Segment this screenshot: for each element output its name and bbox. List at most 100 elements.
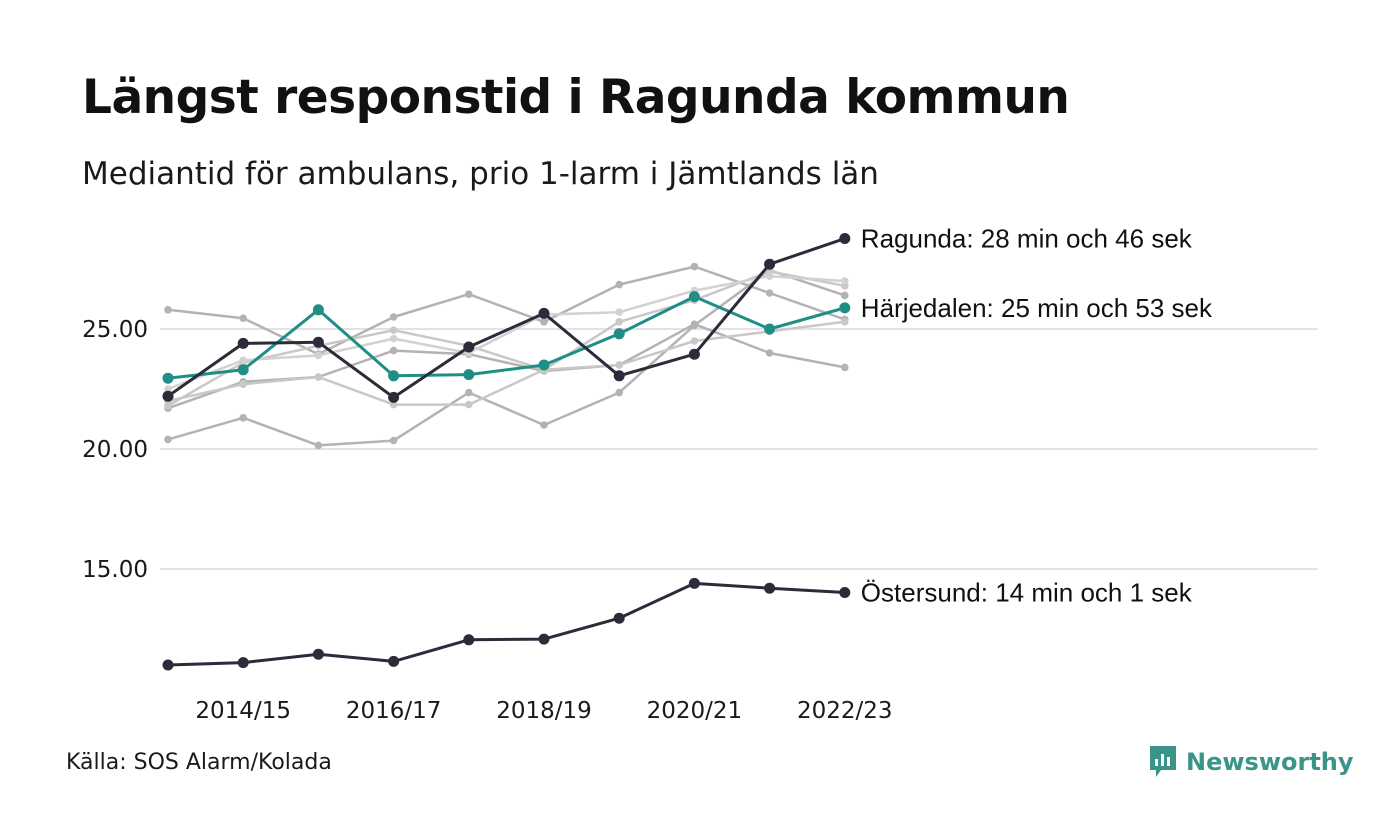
data-point xyxy=(465,400,473,409)
brand-logo[interactable]: Newsworthy xyxy=(1148,744,1354,780)
x-tick-label: 2014/15 xyxy=(195,698,291,724)
chart-subtitle: Mediantid för ambulans, prio 1-larm i Jä… xyxy=(82,156,879,192)
data-point xyxy=(389,334,398,343)
data-point xyxy=(839,233,851,245)
data-point xyxy=(312,336,324,348)
data-point xyxy=(239,356,247,365)
data-point xyxy=(465,388,473,397)
data-point xyxy=(613,370,625,382)
data-point xyxy=(688,577,700,589)
series-line xyxy=(167,237,846,399)
data-point xyxy=(765,272,774,281)
data-point xyxy=(389,313,398,321)
data-point xyxy=(239,314,247,323)
x-tick-label: 2016/17 xyxy=(346,698,442,724)
data-point xyxy=(688,291,700,303)
data-point xyxy=(463,341,475,353)
data-point xyxy=(162,659,174,671)
data-point xyxy=(237,657,249,669)
data-point xyxy=(389,436,398,445)
x-tick-label: 2018/19 xyxy=(496,698,592,724)
data-point xyxy=(690,321,699,330)
chart-title: Längst responstid i Ragunda kommun xyxy=(82,70,1070,125)
data-point xyxy=(690,262,699,271)
series-ragunda xyxy=(162,233,851,403)
data-point xyxy=(312,648,324,660)
data-point xyxy=(540,421,548,429)
y-tick-label: 25.00 xyxy=(82,317,148,343)
x-axis-ticks: 2014/15 2016/17 2018/19 2020/21 2022/23 xyxy=(195,698,892,724)
data-point xyxy=(312,304,324,316)
series-härjedalen xyxy=(162,291,851,384)
data-point xyxy=(162,372,174,384)
data-point xyxy=(615,308,623,317)
y-axis-ticks: 15.00 20.00 25.00 xyxy=(82,317,148,583)
data-point xyxy=(765,289,774,297)
gridlines xyxy=(160,328,1318,570)
y-tick-label: 15.00 xyxy=(82,557,148,583)
data-point xyxy=(613,328,625,340)
series-line xyxy=(167,322,846,410)
data-point xyxy=(765,349,774,357)
background-series xyxy=(164,262,849,450)
data-point xyxy=(164,435,172,444)
x-tick-label: 2020/21 xyxy=(647,698,743,724)
data-point xyxy=(389,346,398,355)
data-point xyxy=(389,400,398,409)
data-point xyxy=(690,337,699,345)
data-point xyxy=(538,359,550,371)
data-point xyxy=(162,390,174,402)
series-background xyxy=(164,272,849,393)
data-point xyxy=(463,634,475,646)
source-note: Källa: SOS Alarm/Kolada xyxy=(66,750,332,775)
data-point xyxy=(764,323,776,335)
data-point xyxy=(764,258,776,270)
data-point xyxy=(237,337,249,349)
data-point xyxy=(688,348,700,360)
data-point xyxy=(239,414,247,422)
data-point xyxy=(615,280,623,289)
data-point xyxy=(839,587,851,599)
series-line xyxy=(167,268,846,447)
data-point xyxy=(388,370,400,382)
data-point xyxy=(164,306,172,314)
data-point xyxy=(615,361,623,369)
data-point xyxy=(615,318,623,326)
data-point xyxy=(388,655,400,667)
y-tick-label: 20.00 xyxy=(82,437,148,463)
newsworthy-logo-icon xyxy=(1150,746,1176,777)
data-point xyxy=(388,391,400,403)
data-point xyxy=(613,612,625,624)
data-point xyxy=(839,302,851,314)
series-line xyxy=(167,320,845,406)
data-point xyxy=(389,326,398,335)
series-line xyxy=(167,274,845,391)
data-point xyxy=(314,373,323,381)
highlight-series xyxy=(162,233,851,671)
x-tick-label: 2022/23 xyxy=(797,698,893,724)
series-line xyxy=(167,581,845,667)
data-point xyxy=(463,369,475,381)
data-point xyxy=(615,388,623,397)
data-point xyxy=(314,441,323,450)
series-line xyxy=(167,295,846,380)
data-point xyxy=(239,380,247,389)
series-labels: Härjedalen: 25 min och 53 sek Ragunda: 28… xyxy=(861,224,1213,608)
data-point xyxy=(164,385,172,393)
brand-name: Newsworthy xyxy=(1186,748,1354,776)
data-point xyxy=(841,363,849,372)
data-point xyxy=(540,318,548,326)
data-point xyxy=(764,582,776,594)
series-end-label: Ragunda: 28 min och 46 sek xyxy=(861,224,1193,254)
series-line xyxy=(167,270,846,407)
series-line xyxy=(167,265,846,356)
data-point xyxy=(465,290,473,299)
data-point xyxy=(538,633,550,645)
series-östersund xyxy=(162,577,851,671)
data-point xyxy=(841,291,849,300)
data-point xyxy=(841,277,849,285)
data-point xyxy=(314,351,323,360)
data-point xyxy=(841,318,849,326)
data-point xyxy=(237,364,249,376)
